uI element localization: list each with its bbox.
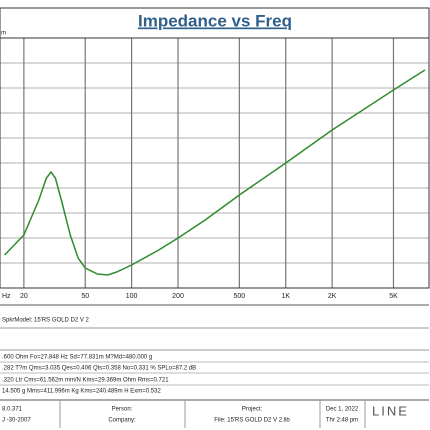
series-line — [4, 69, 426, 276]
build-date: J -30-2007 — [2, 418, 31, 424]
file: File: 15'RS GOLD D2 V 2.lib — [214, 418, 290, 424]
x-tick-label: 500 — [234, 293, 246, 300]
x-tick-label: 100 — [126, 293, 138, 300]
x-tick-label: 50 — [81, 293, 89, 300]
x-tick-label: 1K — [281, 293, 290, 300]
model-label: SpkrModel: 15'RS GOLD D2 V 2 — [2, 318, 90, 324]
x-axis-unit: Hz — [2, 293, 11, 300]
company: Company: — [108, 418, 136, 424]
param-row: 14.505 g Mms=411.996m Kg Kms=240.489m H … — [2, 389, 161, 395]
version: 8.0.371 — [2, 407, 23, 413]
chart-title: Impedance vs Freq — [138, 11, 292, 30]
x-tick-label: 5K — [389, 293, 398, 300]
person: Person: — [112, 407, 133, 413]
y-unit: m — [1, 31, 6, 37]
x-tick-label: 20 — [20, 293, 28, 300]
param-row: .282 T?m Qms=3.035 Qes=0.406 Qts=0.358 N… — [2, 366, 196, 372]
title-box — [0, 7, 430, 39]
plot-frame — [0, 37, 430, 289]
time: Thr 2:48 pm — [326, 418, 358, 424]
logo: LINE — [372, 403, 409, 418]
param-row: .320 Ltr Cms=61.562m mm/N Kms=29.369m Oh… — [2, 378, 169, 384]
x-tick-label: 2K — [328, 293, 337, 300]
date: Dec 1, 2022 — [326, 407, 359, 413]
param-row: .600 Ohm Fo=27.848 Hz Sd=77.831m M?Md=48… — [2, 355, 152, 361]
x-tick-label: 200 — [172, 293, 184, 300]
project: Project: — [242, 407, 263, 413]
